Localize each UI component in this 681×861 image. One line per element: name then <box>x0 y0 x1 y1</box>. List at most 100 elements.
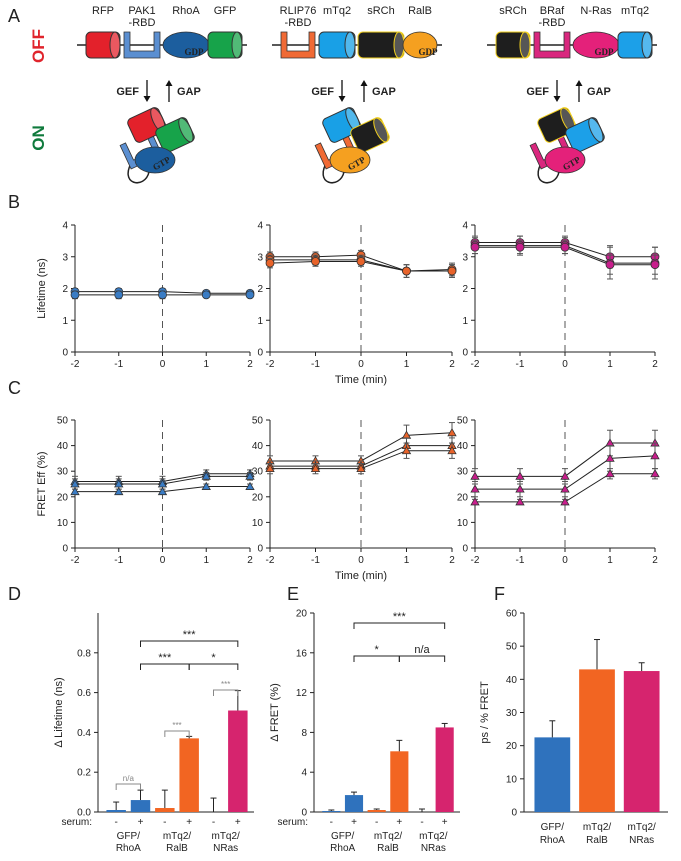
domain-label: BRaf <box>540 5 565 17</box>
domain-label: mTq2 <box>621 5 649 17</box>
group-label: NRas <box>213 843 238 854</box>
marker <box>402 266 411 276</box>
domain-label: N-Ras <box>580 5 612 17</box>
arrow-head <box>338 96 346 102</box>
bar <box>367 810 386 812</box>
x-tick-label: + <box>186 817 192 828</box>
panel-letter: C <box>8 378 21 398</box>
significance-label: * <box>375 644 380 656</box>
marker <box>311 257 320 266</box>
x-tick-label: -1 <box>516 359 525 370</box>
significance-bracket <box>140 663 190 670</box>
significance-label: *** <box>183 629 197 641</box>
y-tick-label: 60 <box>506 609 518 620</box>
rbd-domain <box>123 31 161 59</box>
gef-label: GEF <box>116 86 139 98</box>
x-tick-label: - <box>163 817 166 828</box>
y-tick-label: 0 <box>257 348 263 359</box>
x-tick-label: - <box>330 817 333 828</box>
fluorophore-end <box>344 31 356 59</box>
x-tick-label: + <box>442 817 448 828</box>
domain-label: mTq2 <box>323 5 351 17</box>
y-tick-label: 30 <box>252 467 264 478</box>
domain-label: RFP <box>92 5 114 17</box>
x-tick-label: -2 <box>471 359 480 370</box>
significance-bracket <box>353 622 446 629</box>
domain-label: -RBD <box>129 17 156 29</box>
y-tick-label: 20 <box>57 492 69 503</box>
group-label: RhoA <box>330 843 355 854</box>
y-tick-label: 10 <box>506 774 518 785</box>
bar <box>228 710 248 812</box>
x-tick-label: RalB <box>586 835 608 846</box>
panel-letter: E <box>287 584 299 604</box>
y-tick-label: 40 <box>252 441 264 452</box>
bar <box>579 669 615 812</box>
marker <box>515 242 525 252</box>
marker <box>265 258 275 268</box>
y-tick-label: 4 <box>62 221 68 232</box>
y-tick-label: 0.6 <box>77 688 91 699</box>
gdp-label: GDP <box>595 47 615 57</box>
fluorophore-end <box>588 117 604 143</box>
x-tick-label: 2 <box>449 359 455 370</box>
y-tick-label: 4 <box>257 221 263 232</box>
y-tick-label: 20 <box>457 492 469 503</box>
fluorophore-end <box>373 117 389 143</box>
fluorophore-end <box>641 31 653 59</box>
x-tick-label: -2 <box>266 555 275 566</box>
domain-label: GFP <box>214 5 237 17</box>
x-tick-label: 0 <box>562 359 568 370</box>
bar <box>390 751 409 812</box>
y-axis-label: Lifetime (ns) <box>36 258 48 319</box>
x-tick-label: + <box>396 817 402 828</box>
fluorophore-end <box>519 31 531 59</box>
y-tick-label: 10 <box>252 518 264 529</box>
group-label: mTq2/ <box>419 831 448 842</box>
y-tick-label: 50 <box>506 642 518 653</box>
marker <box>560 484 570 493</box>
fluorophore-end <box>231 31 243 59</box>
y-tick-label: 0 <box>462 544 468 555</box>
marker <box>650 451 660 460</box>
y-tick-label: 20 <box>252 492 264 503</box>
x-tick-label: 1 <box>404 359 410 370</box>
domain-label: sRCh <box>367 5 395 17</box>
marker <box>245 290 255 300</box>
marker <box>447 445 457 455</box>
group-label: RalB <box>377 843 399 854</box>
group-label: mTq2/ <box>163 831 192 842</box>
x-tick-label: 0 <box>160 555 166 566</box>
y-tick-label: 0 <box>62 348 68 359</box>
y-tick-label: 30 <box>457 467 469 478</box>
significance-bracket <box>115 783 141 790</box>
x-tick-label: -1 <box>114 359 123 370</box>
y-tick-label: 40 <box>57 441 69 452</box>
x-tick-label: -2 <box>471 555 480 566</box>
x-tick-label: - <box>375 817 378 828</box>
x-tick-label: 0 <box>160 359 166 370</box>
arrow-head <box>575 80 583 86</box>
gdp-label: GDP <box>185 47 205 57</box>
significance-label: n/a <box>123 774 135 783</box>
gtpase <box>329 146 371 174</box>
x-tick-label: 2 <box>247 359 253 370</box>
x-tick-label: 1 <box>404 555 410 566</box>
marker <box>356 463 366 473</box>
fluorophore-end <box>178 117 194 143</box>
marker <box>70 486 80 496</box>
serum-label: serum: <box>61 817 92 828</box>
x-tick-label: -1 <box>516 555 525 566</box>
bar <box>322 811 341 812</box>
y-axis-label: Δ Lifetime (ns) <box>53 677 65 747</box>
y-tick-label: 4 <box>462 221 468 232</box>
gtpase <box>544 146 586 174</box>
y-tick-label: 1 <box>462 316 468 327</box>
y-tick-label: 2 <box>257 284 263 295</box>
y-tick-label: 0.4 <box>77 728 91 739</box>
marker <box>605 468 615 478</box>
y-tick-label: 40 <box>457 441 469 452</box>
group-label: mTq2/ <box>374 831 403 842</box>
marker <box>470 242 480 252</box>
